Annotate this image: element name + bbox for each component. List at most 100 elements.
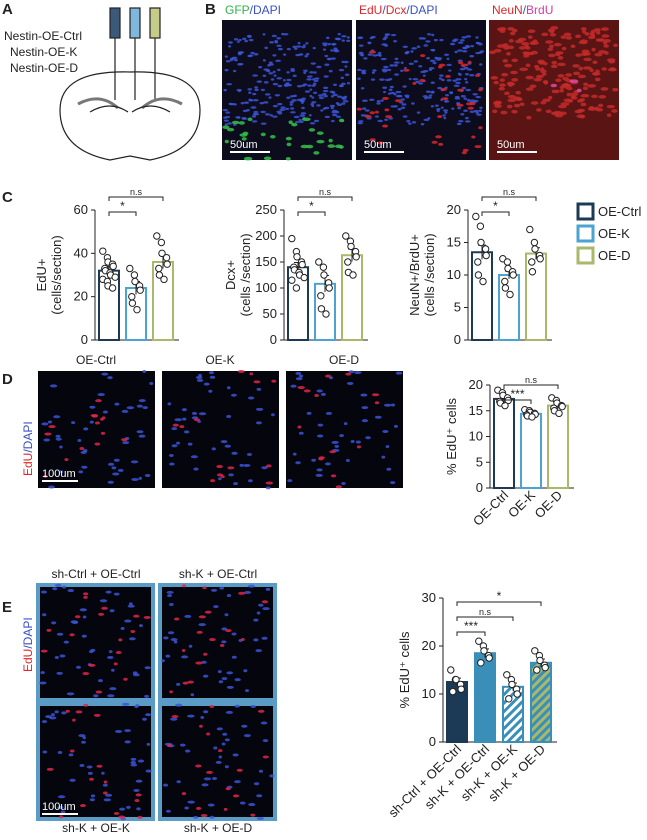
cell [261,600,269,604]
cell [330,106,335,110]
cell [271,34,277,38]
cell [256,611,261,615]
cell [453,38,459,41]
cell [226,671,234,675]
cell [508,39,514,43]
cell [269,774,275,778]
cell [208,389,213,393]
cell [305,52,310,56]
data-point [131,277,139,286]
cell [374,415,382,419]
cell [121,438,128,442]
cell [196,378,204,382]
cell [256,80,263,83]
cell [245,109,250,112]
cell [222,125,230,130]
cell [584,32,590,36]
cell [136,404,143,408]
legend-label: OE-D [598,248,631,263]
cell [262,74,267,77]
cell [224,115,231,119]
cell [344,65,348,68]
cell [181,648,186,652]
cell [40,649,48,653]
cell [444,111,448,114]
significance-label: n.s [503,187,516,197]
cell [531,50,538,55]
cell [575,34,582,39]
cell [292,45,297,49]
cell [545,40,554,44]
cell [218,680,224,684]
cell [204,610,212,614]
data-point [530,238,539,247]
data-point [288,276,296,284]
cell [119,807,126,811]
cell [134,705,139,709]
cell [303,389,311,393]
y-tick-label: 60 [74,202,88,217]
cell [390,105,397,108]
data-point [155,271,164,279]
cell [388,88,393,92]
cell [344,73,350,76]
cell [176,780,181,784]
cell [115,651,122,655]
cell [594,77,601,82]
cell [247,117,253,122]
cell [335,110,340,114]
cell [376,102,381,105]
cell [476,113,482,116]
cell [163,783,168,787]
cell [118,638,123,642]
cell [570,44,576,49]
cell [418,37,424,40]
cell [338,68,345,72]
data-point [126,264,134,273]
cell [187,714,195,718]
cell [171,715,179,719]
cell [224,68,229,72]
cell [103,798,112,802]
cell [122,441,130,445]
cell [606,113,612,118]
cell [165,809,171,813]
cell [511,78,519,82]
cell [133,614,140,618]
cell [307,84,312,87]
cell [62,585,67,589]
cell [207,803,215,807]
cell [404,94,410,97]
data-point [474,271,483,279]
cell [403,66,407,70]
cell [251,120,258,123]
cell [231,56,238,60]
cell [538,61,545,65]
cell [295,371,302,375]
cell [279,108,286,111]
data-point [344,258,352,266]
cell [348,370,355,374]
cell [262,33,266,36]
image-bg [158,583,277,702]
cell [389,85,394,89]
data-point [315,258,323,266]
cell [346,39,351,43]
cell [446,57,450,61]
cell [572,71,581,76]
cell [270,134,276,139]
cell [446,79,452,82]
cell [209,705,215,709]
cell [565,73,573,77]
cell [74,615,81,619]
cell [126,406,135,410]
image-bg [38,371,155,488]
significance-bracket [481,211,510,216]
cell [445,94,449,97]
cell [53,415,61,419]
cell [333,49,339,52]
cell [506,104,513,109]
cell [519,67,529,72]
cell [260,721,268,725]
